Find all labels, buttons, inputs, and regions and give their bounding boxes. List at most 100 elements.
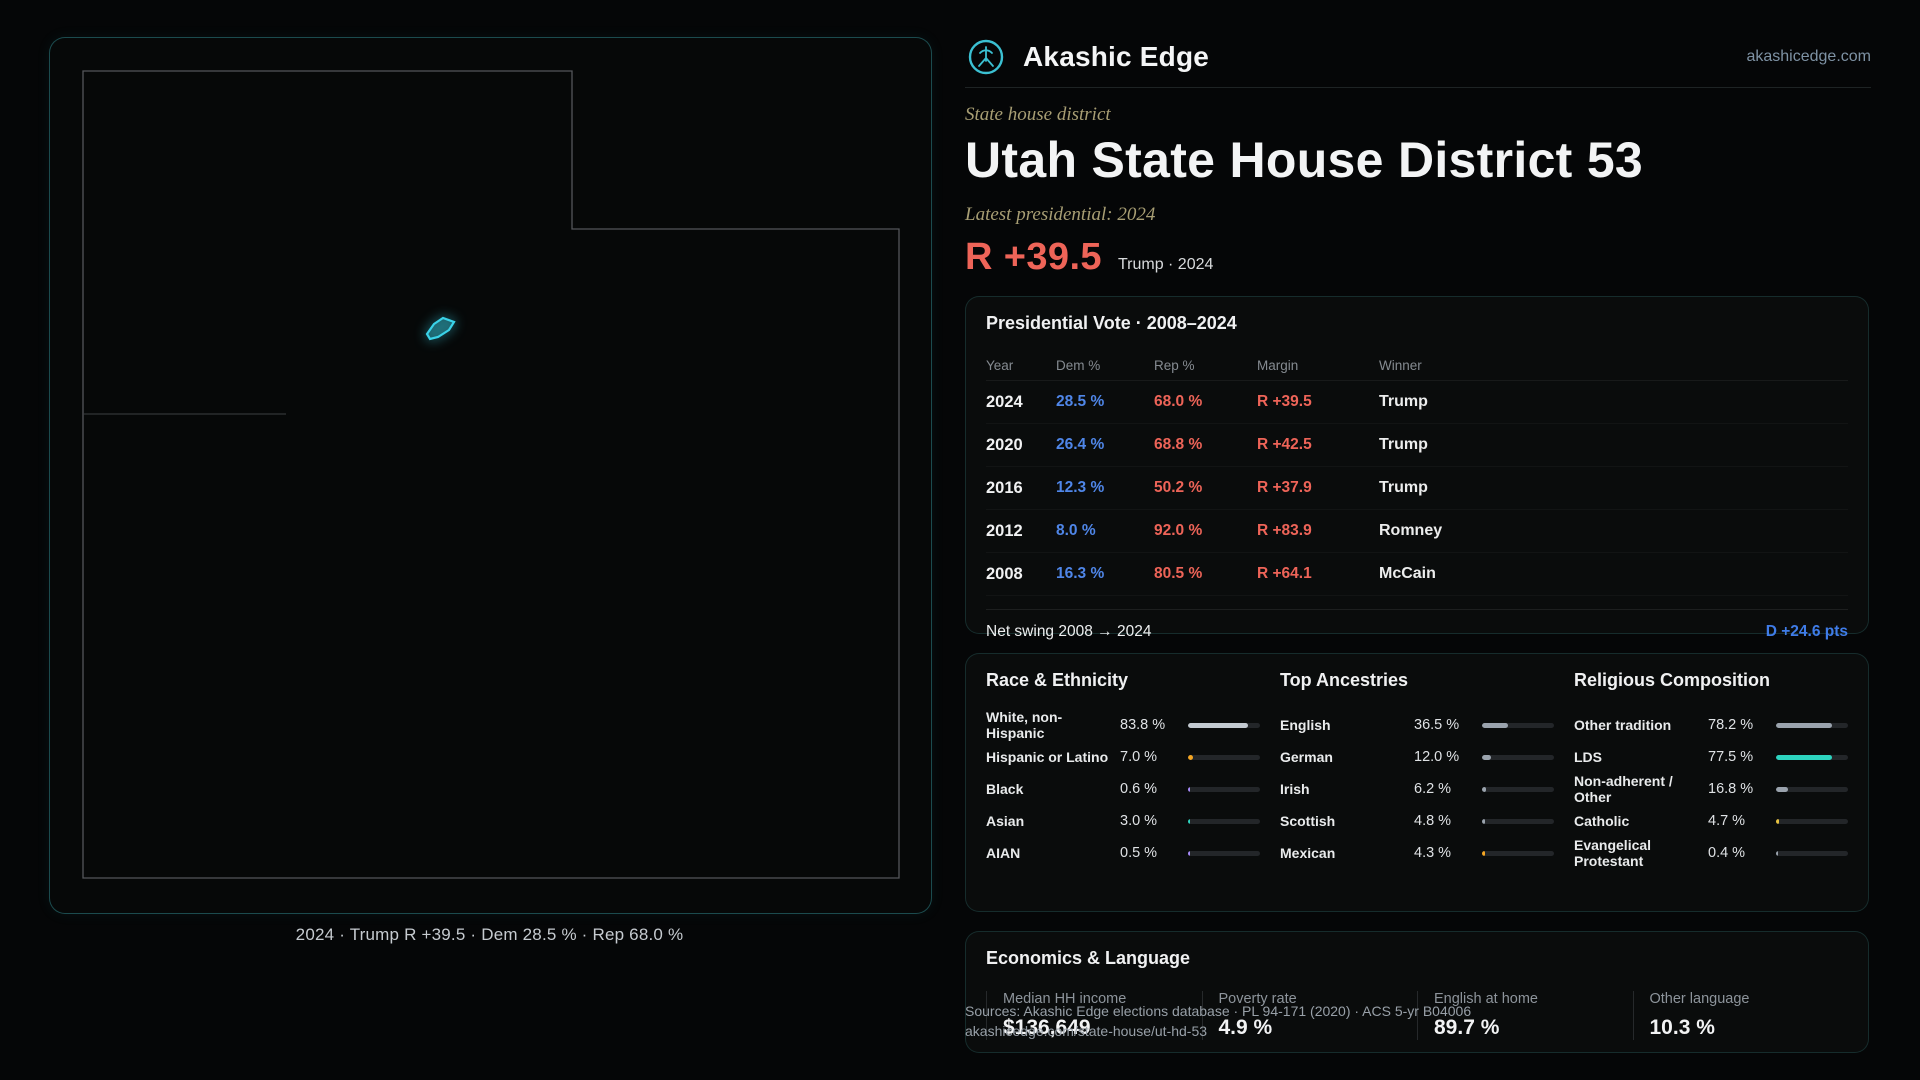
year-cell: 2016 bbox=[986, 478, 1023, 497]
demo-value: 16.8 % bbox=[1708, 781, 1754, 798]
stat-english-at-home: English at home 89.7 % bbox=[1417, 991, 1633, 1040]
source-footer: Sources: Akashic Edge elections database… bbox=[965, 1002, 1471, 1041]
demo-label: White, non-Hispanic bbox=[986, 709, 1063, 742]
demo-value: 3.0 % bbox=[1120, 813, 1158, 830]
table-row: 2020 26.4 % 68.8 % R +42.5 Trump bbox=[986, 424, 1848, 467]
rep-cell: 92.0 % bbox=[1154, 522, 1203, 539]
sources-line: Sources: Akashic Edge elections database… bbox=[965, 1003, 1472, 1019]
margin-cell: R +83.9 bbox=[1257, 522, 1312, 539]
stat-label: English at home bbox=[1434, 991, 1538, 1007]
dem-cell: 12.3 % bbox=[1056, 479, 1105, 496]
rep-cell: 80.5 % bbox=[1154, 565, 1203, 582]
demo-row: German 12.0 % bbox=[1280, 741, 1554, 773]
header-bar: Akashic Edge akashicedge.com bbox=[965, 33, 1871, 81]
demo-row: English 36.5 % bbox=[1280, 709, 1554, 741]
header-divider bbox=[965, 87, 1871, 88]
col-margin: Margin bbox=[1257, 357, 1299, 373]
latest-presidential-label: Latest presidential: 2024 bbox=[965, 204, 1156, 225]
rep-cell: 68.8 % bbox=[1154, 436, 1203, 453]
year-cell: 2012 bbox=[986, 521, 1023, 540]
rep-cell: 68.0 % bbox=[1154, 393, 1203, 410]
demo-value: 4.7 % bbox=[1708, 813, 1746, 830]
stat-label: Other language bbox=[1649, 991, 1750, 1007]
winner-cell: Trump bbox=[1379, 479, 1428, 496]
demo-row: Irish 6.2 % bbox=[1280, 773, 1554, 805]
demo-value: 0.4 % bbox=[1708, 845, 1746, 862]
dem-cell: 28.5 % bbox=[1056, 393, 1105, 410]
demo-row: Non-adherent / Other 16.8 % bbox=[1574, 773, 1848, 805]
col-winner: Winner bbox=[1379, 357, 1422, 373]
stat-bar bbox=[1776, 786, 1848, 792]
district-53-shape[interactable] bbox=[425, 316, 456, 341]
district-map-panel bbox=[49, 37, 932, 914]
economics-title: Economics & Language bbox=[986, 948, 1191, 968]
stat-bar bbox=[1482, 754, 1554, 760]
ancestries-section: Top Ancestries English 36.5 % German 12.… bbox=[1280, 670, 1554, 869]
stat-label: Poverty rate bbox=[1218, 991, 1297, 1007]
year-cell: 2020 bbox=[986, 435, 1023, 454]
demo-label: Hispanic or Latino bbox=[986, 749, 1109, 766]
margin-cell: R +64.1 bbox=[1257, 565, 1312, 582]
district-type-kicker: State house district bbox=[965, 104, 1111, 125]
table-row: 2008 16.3 % 80.5 % R +64.1 McCain bbox=[986, 553, 1848, 596]
race-title: Race & Ethnicity bbox=[986, 670, 1129, 690]
demo-value: 0.6 % bbox=[1120, 781, 1158, 798]
demo-row: AIAN 0.5 % bbox=[986, 837, 1260, 869]
demo-label: LDS bbox=[1574, 748, 1602, 765]
brand-domain-link[interactable]: akashicedge.com bbox=[1746, 48, 1871, 65]
demo-value: 83.8 % bbox=[1120, 717, 1166, 734]
stat-bar bbox=[1188, 818, 1260, 824]
stat-other-language: Other language 10.3 % bbox=[1632, 991, 1849, 1040]
demo-row: Asian 3.0 % bbox=[986, 805, 1260, 837]
demo-row: White, non-Hispanic 83.8 % bbox=[986, 709, 1260, 741]
table-row: 2016 12.3 % 50.2 % R +37.9 Trump bbox=[986, 467, 1848, 510]
net-swing-value: D +24.6 pts bbox=[1765, 623, 1848, 640]
margin-cell: R +42.5 bbox=[1257, 436, 1312, 453]
table-row: 2024 28.5 % 68.0 % R +39.5 Trump bbox=[986, 381, 1848, 424]
utah-state-outline bbox=[82, 70, 900, 879]
headline-margin-value: R +39.5 bbox=[965, 236, 1102, 278]
economics-grid: Median HH income $136,649 Poverty rate 4… bbox=[986, 991, 1848, 1040]
stat-value: 4.9 % bbox=[1218, 1016, 1273, 1039]
demographics-grid: Race & Ethnicity White, non-Hispanic 83.… bbox=[986, 670, 1848, 869]
year-cell: 2008 bbox=[986, 564, 1023, 583]
demo-row: LDS 77.5 % bbox=[1574, 741, 1848, 773]
col-dem: Dem % bbox=[1056, 357, 1101, 373]
demo-label: Evangelical Protestant bbox=[1574, 837, 1652, 870]
demo-value: 12.0 % bbox=[1414, 749, 1460, 765]
demo-row: Black 0.6 % bbox=[986, 773, 1260, 805]
ancestries-title: Top Ancestries bbox=[1280, 670, 1409, 690]
col-year: Year bbox=[986, 357, 1014, 373]
akashic-edge-logo-icon bbox=[968, 39, 1004, 75]
demo-row: Catholic 4.7 % bbox=[1574, 805, 1848, 837]
religion-section: Religious Composition Other tradition 78… bbox=[1574, 670, 1848, 869]
page-title: Utah State House District 53 bbox=[965, 132, 1644, 188]
economics-card: Economics & Language Median HH income $1… bbox=[965, 931, 1869, 1053]
demo-value: 4.3 % bbox=[1414, 845, 1452, 861]
demo-value: 7.0 % bbox=[1120, 749, 1158, 766]
stat-bar bbox=[1188, 850, 1260, 856]
permalink-link[interactable]: akashicedge.com/state-house/ut-hd-53 bbox=[965, 1022, 1208, 1039]
stat-bar bbox=[1188, 722, 1260, 728]
demo-value: 36.5 % bbox=[1414, 717, 1460, 733]
presidential-table: Year Dem % Rep % Margin Winner 2024 28.5… bbox=[986, 350, 1848, 596]
year-cell: 2024 bbox=[986, 392, 1023, 411]
demo-label: AIAN bbox=[986, 845, 1021, 862]
stat-bar bbox=[1188, 754, 1260, 760]
brand-name: Akashic Edge bbox=[1023, 41, 1210, 72]
religion-title: Religious Composition bbox=[1574, 670, 1770, 690]
demo-value: 6.2 % bbox=[1414, 781, 1452, 797]
margin-cell: R +39.5 bbox=[1257, 393, 1312, 410]
stat-value: 89.7 % bbox=[1434, 1016, 1500, 1039]
dem-cell: 16.3 % bbox=[1056, 565, 1105, 582]
stat-bar bbox=[1188, 786, 1260, 792]
stat-bar bbox=[1482, 722, 1554, 728]
report-panel: Akashic Edge akashicedge.com State house… bbox=[965, 0, 1871, 1080]
rep-cell: 50.2 % bbox=[1154, 479, 1203, 496]
col-rep: Rep % bbox=[1154, 357, 1195, 373]
table-header-row: Year Dem % Rep % Margin Winner bbox=[986, 350, 1848, 381]
demo-label: Scottish bbox=[1280, 812, 1336, 829]
winner-cell: Trump bbox=[1379, 393, 1428, 410]
map-caption: 2024 · Trump R +39.5 · Dem 28.5 % · Rep … bbox=[295, 925, 684, 944]
stat-median-income: Median HH income $136,649 bbox=[986, 991, 1202, 1040]
